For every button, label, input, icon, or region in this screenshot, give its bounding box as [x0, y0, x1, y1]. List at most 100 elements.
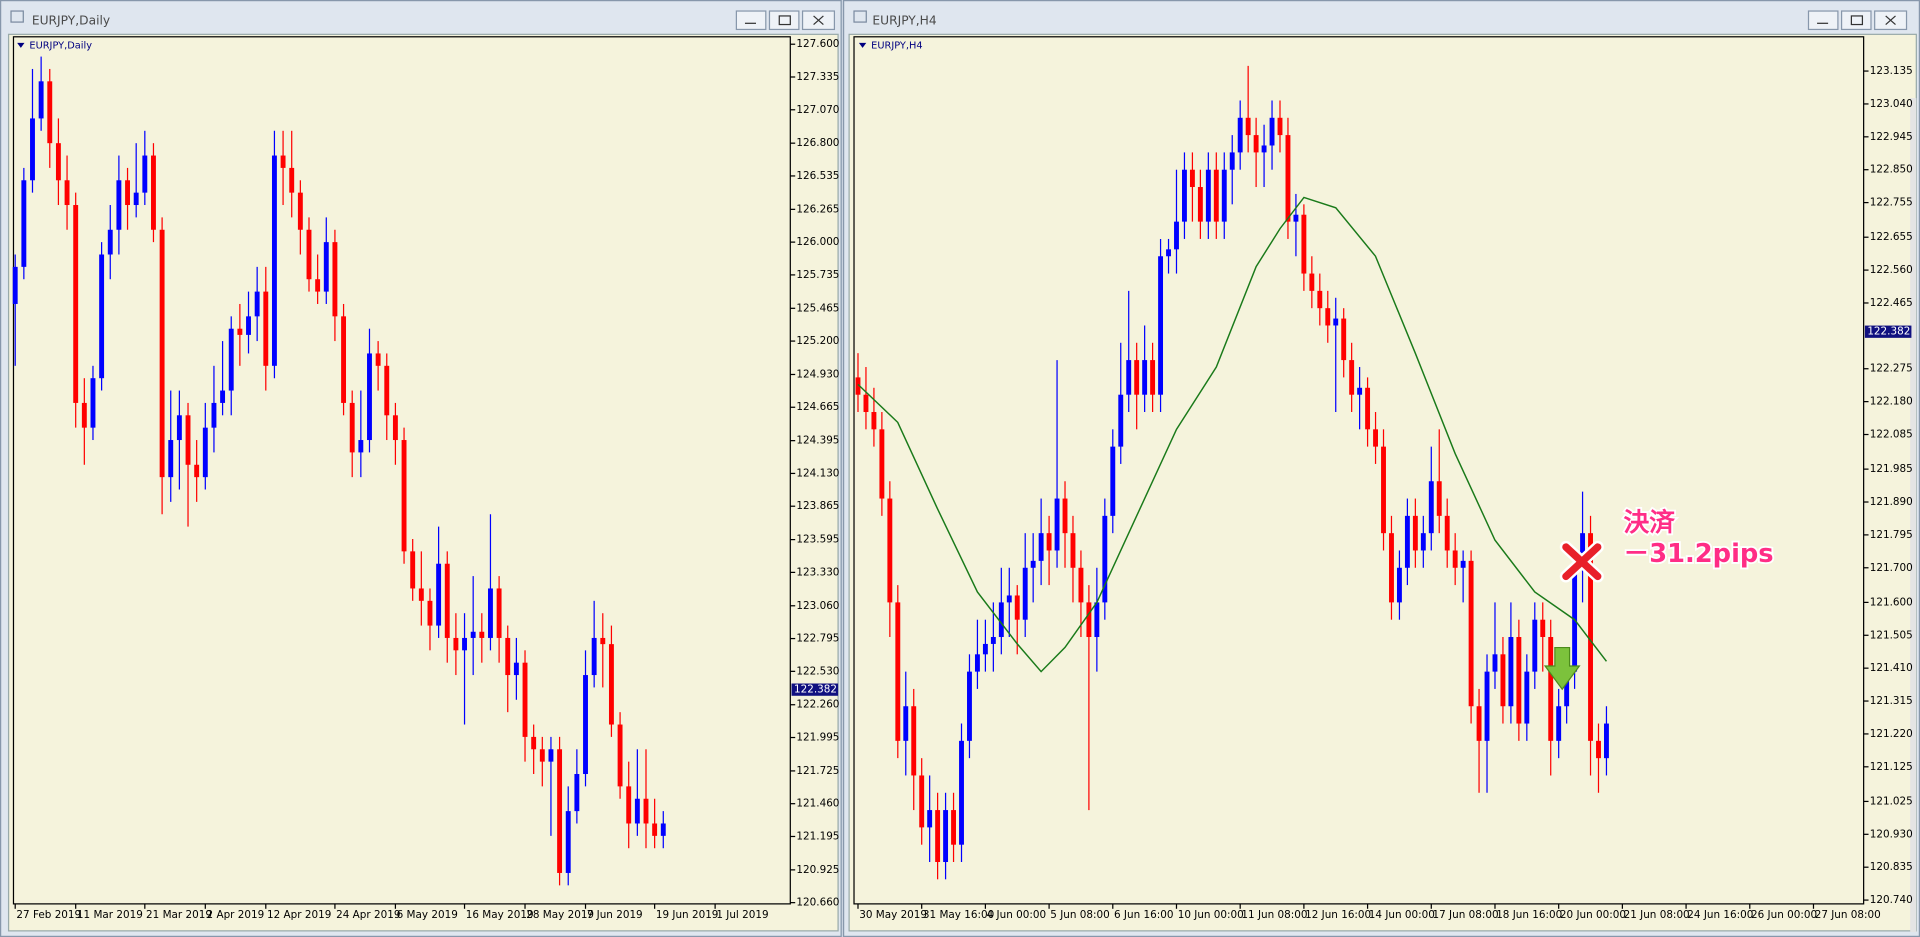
y-tick-label: 121.220 — [1870, 728, 1913, 740]
candle-body — [1150, 360, 1156, 395]
candle-body — [1508, 637, 1514, 707]
y-tick-label: 121.700 — [1870, 562, 1913, 574]
candle-body — [1277, 117, 1283, 136]
candle-body — [1189, 169, 1195, 188]
candle-body — [990, 637, 996, 644]
y-tick-label: 120.660 — [796, 897, 839, 909]
candle-body — [280, 155, 286, 168]
y-tick-label: 123.135 — [1870, 65, 1913, 77]
y-tick-label: 122.465 — [1870, 297, 1913, 309]
candle-body — [254, 291, 260, 317]
minimize-button[interactable] — [1807, 10, 1839, 31]
window-buttons[interactable] — [735, 10, 836, 31]
chart-symbol-label: EURJPY,H4 — [871, 40, 922, 51]
candle-body — [1381, 446, 1386, 534]
minimize-button[interactable] — [735, 10, 767, 31]
x-tick-label: 10 Jun 00:00 — [1178, 909, 1244, 921]
candle-body — [81, 402, 87, 428]
y-tick-label: 123.595 — [796, 534, 839, 546]
x-tick-label: 14 Jun 00:00 — [1369, 909, 1435, 921]
candle-body — [522, 662, 528, 737]
candle-body — [306, 229, 312, 280]
y-tick-label: 122.795 — [796, 633, 839, 645]
candle-body — [410, 551, 416, 589]
candle-body — [974, 654, 980, 672]
maximize-button[interactable] — [768, 10, 800, 31]
candle-body — [574, 774, 580, 812]
candle-body — [220, 390, 226, 403]
candle-body — [1006, 595, 1012, 603]
x-tick-label: 21 Jun 08:00 — [1624, 909, 1690, 921]
x-tick-label: 18 Jun 16:00 — [1496, 909, 1562, 921]
window-title: EURJPY,H4 — [872, 13, 937, 27]
candle-body — [927, 810, 933, 828]
x-tick-label: 12 Jun 16:00 — [1305, 909, 1371, 921]
candle-body — [1404, 515, 1410, 568]
candle-body — [1333, 318, 1339, 326]
candle-body — [1604, 723, 1609, 759]
x-tick-label: 27 Feb 2019 — [16, 909, 81, 921]
candle-body — [30, 118, 35, 181]
y-tick-label: 122.530 — [796, 665, 839, 677]
candle-body — [1396, 567, 1402, 603]
x-tick-label: 6 May 2019 — [397, 909, 458, 921]
candle-body — [1158, 256, 1164, 395]
candle-body — [176, 415, 182, 441]
candle-body — [228, 328, 234, 391]
candle-body — [194, 464, 200, 478]
scrollbar[interactable] — [1910, 98, 1917, 933]
y-tick-label: 123.060 — [796, 600, 839, 612]
candle-body — [427, 600, 433, 626]
candle-body — [539, 749, 545, 762]
candle-body — [1357, 387, 1363, 395]
y-tick-label: 121.460 — [796, 798, 839, 810]
candle-body — [1420, 533, 1426, 551]
candle-body — [367, 353, 372, 441]
candle-body — [617, 724, 623, 787]
maximize-button[interactable] — [1840, 10, 1872, 31]
candle-body — [1038, 533, 1044, 561]
candle-body — [116, 180, 122, 230]
candle-body — [505, 637, 511, 676]
candle-body — [1412, 515, 1418, 551]
y-tick-label: 122.085 — [1870, 429, 1913, 441]
candle-body — [548, 749, 554, 762]
symbol-menu-icon[interactable] — [858, 42, 867, 48]
y-tick-label: 121.410 — [1870, 662, 1913, 674]
current-price-label: 122.382 — [1867, 326, 1910, 338]
plots: 127.600 127.335 127.070 126.800 126.535 126.2… — [12, 36, 1913, 921]
candle-body — [513, 662, 519, 676]
candle-body — [237, 328, 243, 335]
candle-body — [64, 180, 70, 206]
candle-body — [1054, 498, 1060, 551]
x-tick-label: 30 May 2019 — [859, 909, 927, 921]
candle-body — [1102, 515, 1108, 603]
candle-body — [1580, 533, 1586, 568]
candle-body — [142, 155, 148, 193]
candle-body — [1285, 135, 1291, 222]
candle-body — [531, 736, 537, 750]
y-tick-label: 123.040 — [1870, 98, 1913, 110]
candle-body — [1588, 533, 1593, 741]
current-price-box — [1864, 325, 1912, 338]
maximize-icon — [778, 15, 791, 26]
window-buttons[interactable] — [1807, 10, 1908, 31]
candle-body — [998, 602, 1004, 638]
x-tick-label: 1 Jul 2019 — [716, 909, 768, 921]
candle-body — [879, 429, 885, 499]
candle-body — [951, 810, 956, 845]
candle-body — [871, 412, 877, 430]
candle-body — [1229, 152, 1235, 170]
candle-body — [1564, 671, 1570, 707]
symbol-menu-icon[interactable] — [17, 42, 25, 48]
candle-body — [967, 671, 972, 741]
candle-body — [643, 798, 649, 824]
candle-body — [401, 440, 407, 552]
candle-body — [12, 266, 18, 304]
y-tick-label: 122.275 — [1870, 363, 1913, 375]
candle-body — [1022, 567, 1028, 620]
candle-body — [1349, 360, 1355, 395]
candle-body — [1030, 560, 1036, 568]
candle-body — [1365, 387, 1371, 430]
candle-body — [297, 192, 303, 230]
